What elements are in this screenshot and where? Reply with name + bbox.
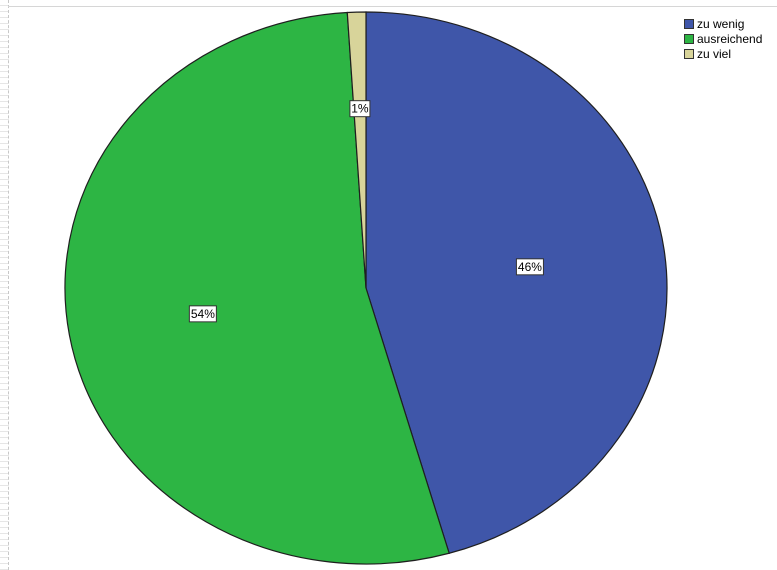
legend-label: zu viel: [697, 46, 732, 61]
legend: zu wenig ausreichend zu viel: [684, 16, 762, 61]
svg-text:1%: 1%: [351, 102, 369, 116]
legend-item-zu-wenig: zu wenig: [684, 16, 762, 31]
legend-swatch: [684, 18, 694, 29]
data-label-zu-viel: 1%: [349, 100, 371, 118]
data-label-ausreichend: 54%: [188, 305, 217, 323]
slice-labels: 46% 54% 1%: [188, 100, 544, 323]
legend-swatch: [684, 33, 694, 44]
legend-item-zu-viel: zu viel: [684, 46, 762, 61]
left-ruler: [0, 0, 9, 570]
legend-item-ausreichend: ausreichend: [684, 31, 762, 46]
legend-swatch: [684, 48, 694, 59]
top-border: [8, 6, 777, 7]
svg-text:54%: 54%: [191, 307, 215, 321]
svg-text:46%: 46%: [518, 260, 542, 274]
pie-slice-zu-wenig: [365, 11, 668, 554]
pie-slice-ausreichend: [64, 11, 450, 565]
legend-label: ausreichend: [697, 31, 763, 46]
data-label-zu-wenig: 46%: [515, 258, 544, 276]
pie-slice-zu-viel: [346, 11, 367, 289]
legend-label: zu wenig: [697, 16, 745, 31]
